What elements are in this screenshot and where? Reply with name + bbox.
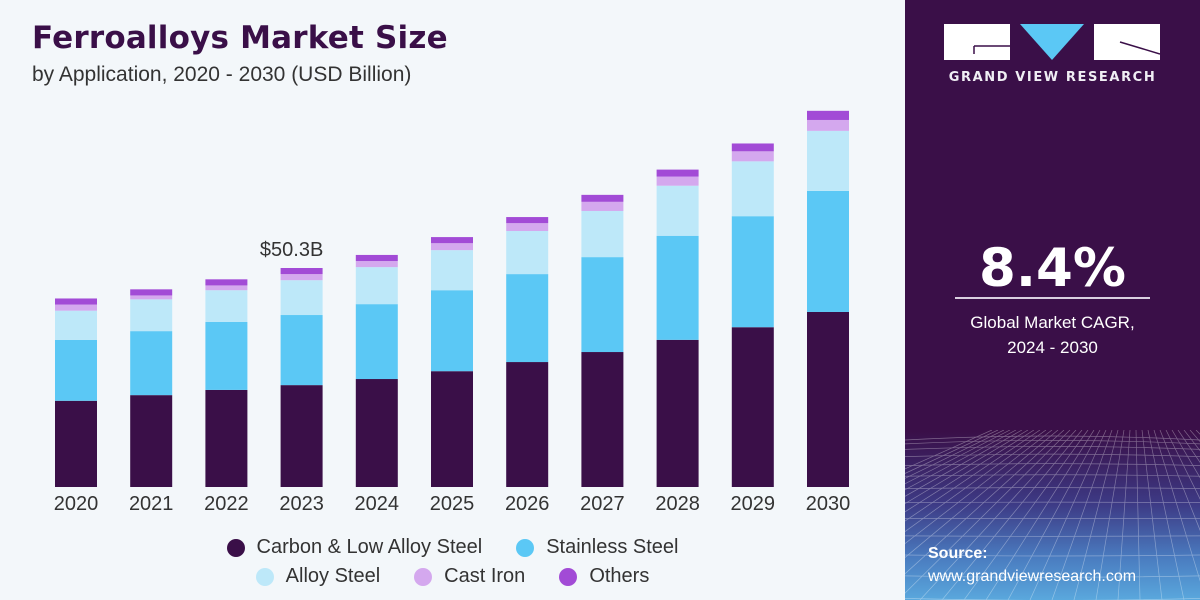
bar-alloy-steel-2026: [506, 230, 549, 275]
legend-swatch: [559, 567, 578, 586]
source-url: www.grandviewresearch.com: [928, 568, 1137, 585]
bar-carbon-low-alloy-steel-2023: [280, 385, 323, 487]
bar-carbon-low-alloy-steel-2020: [55, 400, 97, 487]
x-tick-label: 2025: [430, 493, 475, 515]
legend-row-2: Alloy Steel Cast Iron Others: [0, 565, 905, 588]
bar-others-2020: [55, 298, 97, 305]
bar-cast-iron-2022: [205, 285, 248, 291]
sidebar-panel: GRAND VIEW RESEARCH 8.4% Global Market C…: [905, 0, 1200, 600]
bar-stainless-steel-2028: [656, 235, 699, 340]
legend-item-carbon-low-alloy-steel: Carbon & Low Alloy Steel: [226, 536, 483, 559]
bar-stainless-steel-2030: [807, 190, 849, 312]
bar-carbon-low-alloy-steel-2030: [807, 311, 849, 487]
bar-alloy-steel-2021: [130, 299, 173, 332]
bar-carbon-low-alloy-steel-2026: [506, 362, 549, 487]
legend-label: Alloy Steel: [285, 565, 381, 587]
chart-title: Ferroalloys Market Size: [32, 20, 448, 56]
bar-stainless-steel-2026: [506, 274, 549, 363]
legend-item-alloy-steel: Alloy Steel: [255, 565, 381, 588]
legend-item-others: Others: [559, 565, 649, 588]
cagr-divider: [955, 297, 1150, 299]
x-tick-label: 2024: [355, 493, 400, 515]
bar-others-2030: [807, 110, 849, 120]
x-tick-label: 2021: [129, 493, 174, 515]
bar-others-2027: [581, 194, 624, 202]
data-label-2023: $50.3B: [260, 239, 323, 261]
cagr-value: 8.4%: [979, 238, 1126, 299]
bar-carbon-low-alloy-steel-2028: [656, 339, 699, 487]
bar-alloy-steel-2030: [807, 130, 849, 191]
bar-cast-iron-2027: [581, 201, 624, 211]
bar-cast-iron-2025: [431, 243, 473, 251]
bar-alloy-steel-2027: [581, 210, 624, 258]
bar-cast-iron-2024: [355, 261, 398, 268]
cagr-label-line2: 2024 - 2030: [1007, 338, 1098, 357]
bar-others-2026: [506, 217, 549, 224]
legend-label: Carbon & Low Alloy Steel: [256, 536, 483, 558]
x-tick-label: 2020: [54, 493, 99, 515]
chart-subtitle: by Application, 2020 - 2030 (USD Billion…: [32, 63, 412, 86]
legend-item-cast-iron: Cast Iron: [414, 565, 525, 588]
legend-item-stainless-steel: Stainless Steel: [516, 536, 678, 559]
bar-others-2025: [431, 237, 473, 244]
bar-carbon-low-alloy-steel-2024: [355, 379, 398, 487]
bar-others-2029: [731, 143, 774, 152]
bar-alloy-steel-2029: [731, 161, 774, 217]
logo-text: GRAND VIEW RESEARCH: [948, 70, 1157, 85]
x-tick-label: 2026: [505, 493, 550, 515]
legend-swatch: [414, 567, 433, 586]
bar-carbon-low-alloy-steel-2025: [431, 371, 473, 487]
legend-swatch: [255, 567, 274, 586]
bar-alloy-steel-2025: [431, 250, 473, 291]
bar-cast-iron-2026: [506, 223, 549, 231]
x-tick-label: 2022: [204, 493, 249, 515]
x-tick-label: 2030: [806, 493, 851, 515]
x-tick-label: 2028: [655, 493, 700, 515]
bar-cast-iron-2021: [130, 295, 173, 300]
bar-cast-iron-2030: [807, 119, 849, 131]
bar-others-2021: [130, 289, 173, 296]
bar-carbon-low-alloy-steel-2022: [205, 389, 248, 487]
bar-carbon-low-alloy-steel-2021: [130, 395, 173, 487]
bar-cast-iron-2028: [656, 176, 699, 186]
bar-cast-iron-2029: [731, 151, 774, 162]
bar-others-2024: [355, 254, 398, 262]
bar-alloy-steel-2023: [280, 280, 323, 316]
grand-view-research-logo-icon: [944, 24, 1160, 60]
legend-swatch: [226, 538, 245, 557]
x-tick-label: 2027: [580, 493, 625, 515]
bar-others-2023: [280, 268, 323, 275]
bar-alloy-steel-2020: [55, 310, 97, 340]
bar-stainless-steel-2021: [130, 331, 173, 396]
bar-stainless-steel-2024: [355, 304, 398, 380]
x-tick-label: 2023: [279, 493, 324, 515]
decorative-grid-icon: [905, 430, 1200, 600]
cagr-label: Global Market CAGR, 2024 - 2030: [905, 310, 1200, 360]
bar-stainless-steel-2022: [205, 321, 248, 390]
bar-stainless-steel-2029: [731, 216, 774, 328]
bar-carbon-low-alloy-steel-2029: [731, 327, 774, 487]
bar-cast-iron-2020: [55, 304, 97, 311]
bar-alloy-steel-2028: [656, 185, 699, 236]
legend-label: Stainless Steel: [546, 536, 679, 558]
x-tick-label: 2029: [731, 493, 776, 515]
legend-swatch: [516, 538, 535, 557]
bar-carbon-low-alloy-steel-2027: [581, 352, 624, 487]
bar-stainless-steel-2023: [280, 315, 323, 386]
legend-row-1: Carbon & Low Alloy Steel Stainless Steel: [0, 536, 905, 559]
bar-alloy-steel-2022: [205, 290, 248, 322]
legend-label: Cast Iron: [444, 565, 526, 587]
cagr-label-line1: Global Market CAGR,: [970, 313, 1135, 332]
bar-others-2022: [205, 279, 248, 286]
bar-cast-iron-2023: [280, 274, 323, 281]
chart-panel: Ferroalloys Market Size by Application, …: [0, 20, 905, 588]
bar-alloy-steel-2024: [355, 267, 398, 305]
bar-stainless-steel-2025: [431, 290, 473, 372]
stacked-bar-chart: 2020 2021 2022 2023 $50.3B 2024 2025 2026 2027 20…: [54, 110, 851, 515]
legend-label: Others: [589, 565, 650, 587]
source-label: Source:: [928, 545, 988, 562]
bar-stainless-steel-2020: [55, 339, 97, 401]
bar-stainless-steel-2027: [581, 257, 624, 353]
bar-others-2028: [656, 169, 699, 177]
